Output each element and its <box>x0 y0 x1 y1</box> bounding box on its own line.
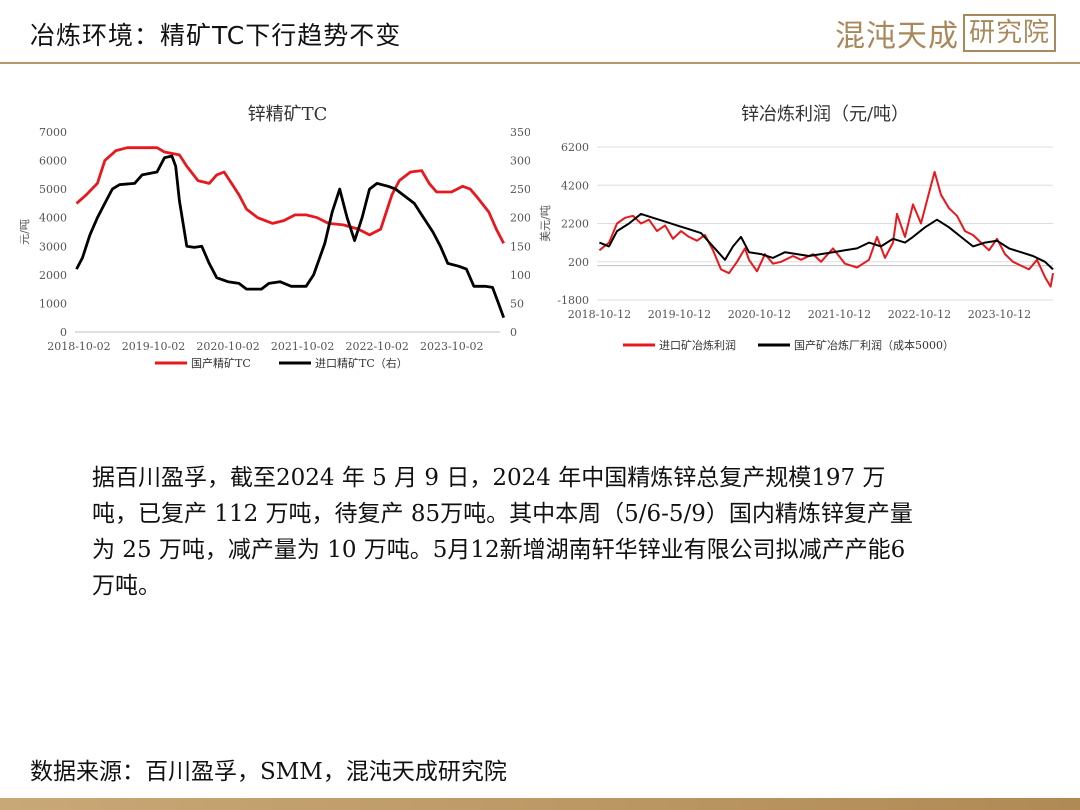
x-tick-label: 2018-10-02 <box>47 340 110 353</box>
y2-tick-label: 300 <box>510 155 530 168</box>
x-tick-label: 2021-10-02 <box>271 340 334 353</box>
x-tick-label: 2022-10-02 <box>345 340 408 353</box>
y2-tick-label: 150 <box>510 240 530 253</box>
logo: 混沌天成 研究院 <box>834 14 1056 54</box>
y-axis-label: 美元/吨 <box>539 205 552 242</box>
x-tick-label: 2018-10-12 <box>568 308 631 321</box>
y-tick-label: 1000 <box>39 297 67 310</box>
x-tick-label: 2020-10-02 <box>196 340 259 353</box>
logo-boxed-text: 研究院 <box>962 14 1056 52</box>
legend-label-1: 进口矿冶炼利润 <box>659 338 736 352</box>
y-tick-label: 200 <box>568 256 589 269</box>
header-divider <box>0 62 1080 64</box>
chart-zinc-tc: 锌精矿TC70006000500040003000200010000350300… <box>20 104 530 370</box>
y-tick-label: 6000 <box>39 155 67 168</box>
y2-tick-label: 250 <box>510 183 530 196</box>
series-line-1 <box>598 170 1054 288</box>
legend-label-2: 国产矿冶炼厂利润（成本5000） <box>794 338 954 352</box>
series-line-1 <box>75 146 505 245</box>
legend-label-2: 进口精矿TC（右） <box>315 356 408 370</box>
chart-zinc-profit: 锌冶炼利润（元/吨） 6200 4200 2200 200 -1800 美元/吨 2018-1… <box>539 104 1054 352</box>
logo-text: 混沌天成 <box>834 19 959 54</box>
data-source: 数据来源：百川盈孚，SMM，混沌天成研究院 <box>30 759 507 785</box>
x-tick-label: 2021-10-12 <box>808 308 871 321</box>
y-tick-label: 4200 <box>561 179 589 192</box>
page-title: 冶炼环境：精矿TC下行趋势不变 <box>30 21 402 50</box>
x-tick-label: 2023-10-02 <box>420 340 483 353</box>
series-line-2 <box>599 212 1054 271</box>
legend-label-1: 国产精矿TC <box>191 356 251 370</box>
y-tick-label: 5000 <box>39 183 67 196</box>
x-tick-label: 2023-10-12 <box>968 308 1031 321</box>
chart-title: 锌冶炼利润（元/吨） <box>741 104 909 125</box>
x-tick-label: 2020-10-12 <box>728 308 791 321</box>
y-tick-label: 4000 <box>39 212 67 225</box>
y2-tick-label: 350 <box>510 126 530 139</box>
y-tick-label: 7000 <box>39 126 67 139</box>
y2-tick-label: 100 <box>510 269 530 282</box>
y-tick-label: 0 <box>60 326 67 339</box>
y-tick-label: 6200 <box>561 141 589 154</box>
y2-tick-label: 200 <box>510 212 530 225</box>
y2-tick-label: 0 <box>510 326 517 339</box>
y-tick-label: -1800 <box>557 294 589 307</box>
series-line-2 <box>75 154 506 319</box>
y-axis-label: 元/吨 <box>20 219 31 245</box>
y-tick-label: 2200 <box>561 218 589 231</box>
body-paragraph: 据百川盈孚，截至2024 年 5 月 9 日，2024 年中国精炼锌总复产规模1… <box>92 465 913 599</box>
x-tick-label: 2019-10-12 <box>648 308 711 321</box>
bottom-bar <box>0 798 1080 810</box>
y-tick-label: 3000 <box>39 240 67 253</box>
chart-title: 锌精矿TC <box>248 104 328 125</box>
x-tick-label: 2022-10-12 <box>888 308 951 321</box>
x-tick-label: 2019-10-02 <box>122 340 185 353</box>
y-tick-label: 2000 <box>39 269 67 282</box>
y2-tick-label: 50 <box>510 297 524 310</box>
